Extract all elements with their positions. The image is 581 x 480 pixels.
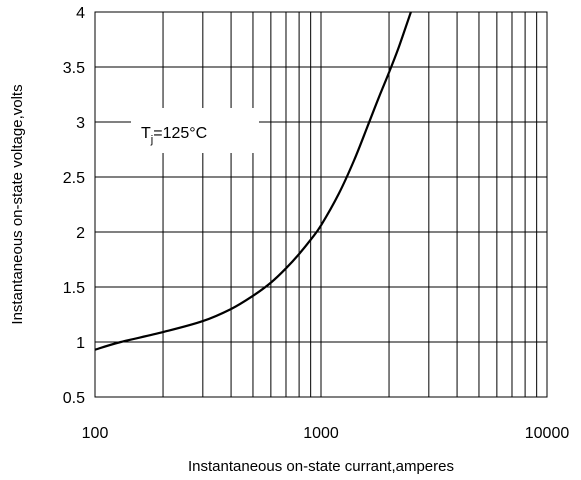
annotation-label: Tj=125°C bbox=[141, 125, 207, 146]
tick-labels: 0.5 1 1.5 2 2.5 3 3.5 4 100 1000 10000 bbox=[63, 5, 570, 442]
y-tick-label: 2 bbox=[76, 225, 85, 242]
series-line bbox=[94, 11, 412, 351]
annotation-subscript: j bbox=[150, 134, 153, 146]
annotation: Tj=125°C bbox=[131, 108, 259, 153]
y-tick-label: 2.5 bbox=[63, 170, 85, 187]
x-axis-label: Instantaneous on-state currant,amperes bbox=[188, 458, 454, 475]
annotation-background bbox=[131, 108, 259, 153]
plot-frame bbox=[94, 11, 548, 398]
x-tick-label: 1000 bbox=[303, 425, 339, 442]
y-tick-label: 1.5 bbox=[63, 280, 85, 297]
y-tick-label: 1 bbox=[76, 335, 85, 352]
y-tick-label: 3.5 bbox=[63, 60, 85, 77]
grid bbox=[95, 12, 547, 397]
y-axis-label: Instantaneous on-state voltage,volts bbox=[9, 84, 26, 324]
annotation-rest: =125°C bbox=[153, 125, 207, 142]
series bbox=[94, 11, 412, 351]
y-tick-label: 4 bbox=[76, 5, 85, 22]
annotation-main: T bbox=[141, 125, 151, 142]
x-tick-label: 10000 bbox=[525, 425, 570, 442]
y-tick-label: 0.5 bbox=[63, 390, 85, 407]
x-tick-label: 100 bbox=[82, 425, 109, 442]
y-tick-label: 3 bbox=[76, 115, 85, 132]
